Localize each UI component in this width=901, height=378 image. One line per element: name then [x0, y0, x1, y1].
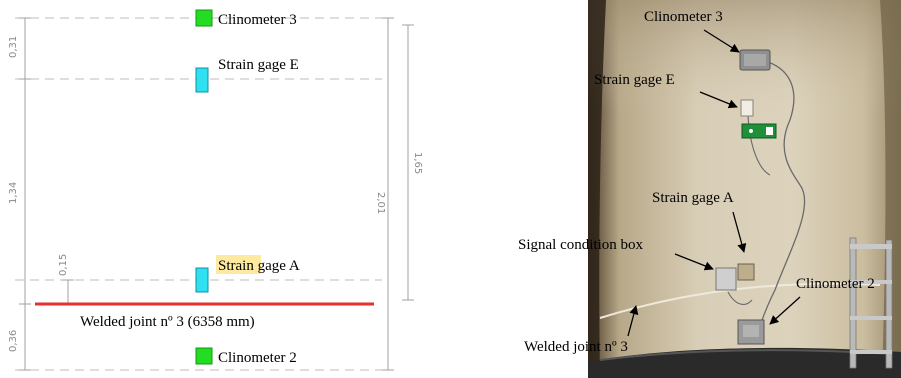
photo-label-clinometer-2: Clinometer 2 [796, 276, 875, 292]
dim-134: 1,34 [8, 182, 19, 204]
strain-gage-a-marker [195, 267, 209, 293]
clinometer-2-marker [195, 347, 213, 365]
clinometer-3-marker [195, 9, 213, 27]
label-welded-joint: Welded joint nº 3 (6358 mm) [80, 314, 255, 330]
cable-icon [755, 61, 806, 336]
photo-label-strain-gage-e: Strain gage E [594, 72, 675, 88]
strain-gage-e-marker [195, 67, 209, 93]
arrow-strain-gage-e [699, 91, 738, 109]
clinometer-2-device [737, 319, 765, 345]
text-highlight [216, 255, 261, 274]
label-clinometer-3: Clinometer 3 [218, 12, 297, 28]
arrow-welded-joint [627, 305, 639, 337]
photo-label-clinometer-3: Clinometer 3 [644, 9, 723, 25]
photo-label-welded-joint: Welded joint nº 3 [524, 339, 628, 355]
ladder-icon [849, 237, 893, 369]
exit-sign-icon [741, 123, 777, 139]
arrow-clinometer-2 [769, 296, 801, 325]
dim-036: 0,36 [8, 330, 19, 352]
photo [588, 0, 901, 378]
technical-drawing: 0,31 1,34 0,36 0,15 2,01 1,65 Clinometer… [8, 9, 423, 371]
arrow-clinometer-3 [703, 29, 740, 53]
dim-031: 0,31 [8, 36, 19, 58]
photo-annotations: Clinometer 3 Strain gage E Strain gage A… [518, 9, 875, 355]
dim-165: 1,65 [412, 152, 423, 174]
photo-label-strain-gage-a: Strain gage A [652, 190, 734, 206]
photo-label-signal-box: Signal condition box [518, 237, 643, 253]
strain-gage-a-device [737, 263, 755, 281]
arrow-signal-box [674, 253, 714, 271]
arrow-strain-gage-a [732, 211, 747, 253]
dim-015: 0,15 [58, 254, 69, 276]
dim-201: 2,01 [375, 192, 386, 214]
label-strain-gage-a: Strain gage A [218, 258, 300, 274]
strain-gage-e-device [740, 99, 754, 117]
label-clinometer-2: Clinometer 2 [218, 350, 297, 366]
platform-floor [588, 347, 901, 378]
label-strain-gage-e: Strain gage E [218, 57, 299, 73]
signal-condition-box-device [715, 267, 737, 291]
